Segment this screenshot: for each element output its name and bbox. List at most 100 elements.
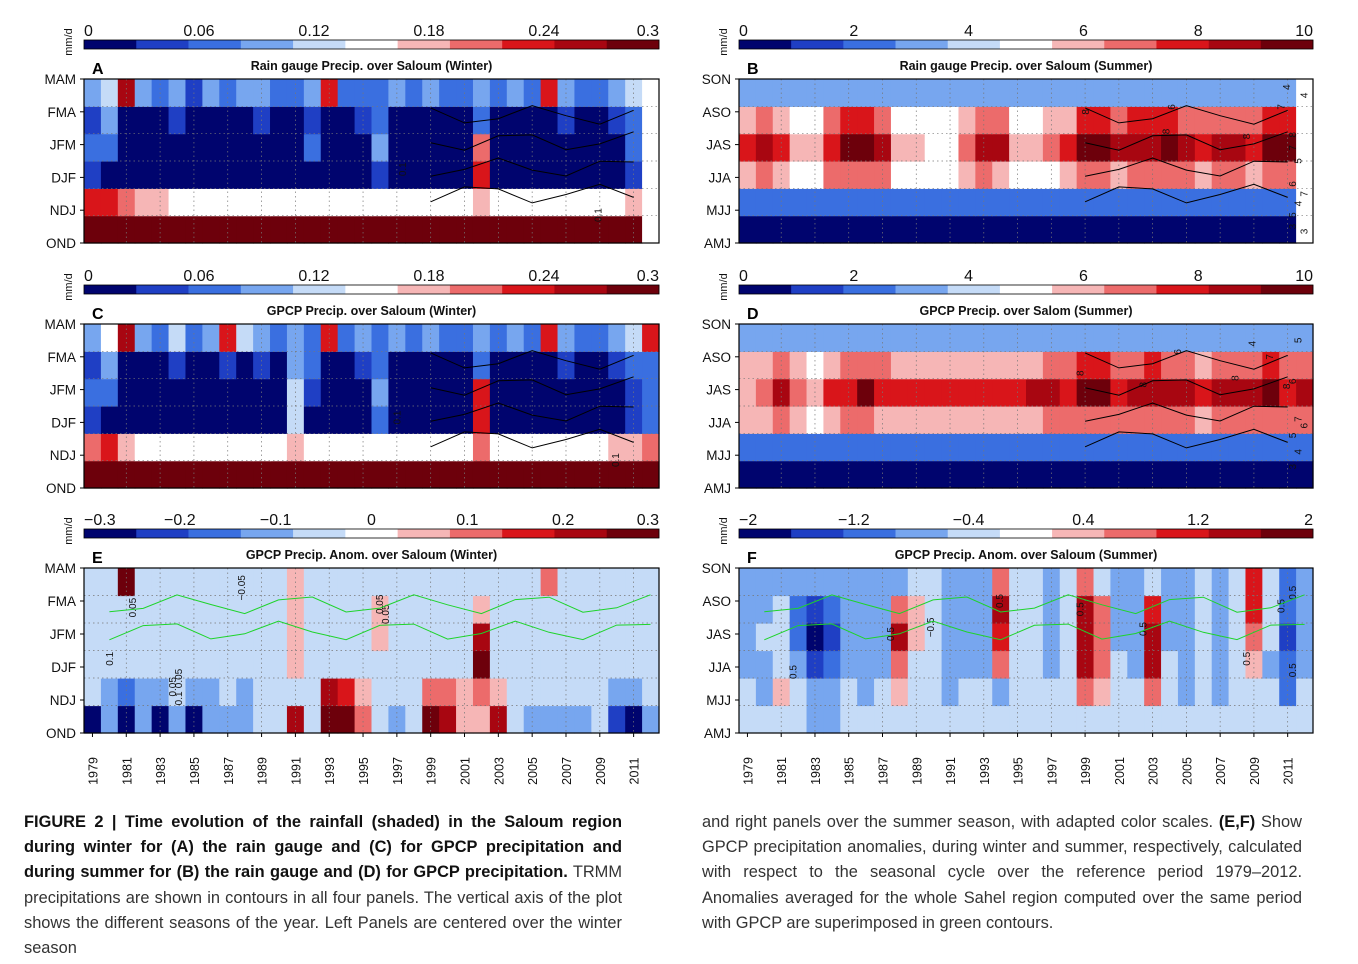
y-tick-label: MJJ: [706, 448, 731, 463]
heatmap-cell: [168, 433, 187, 462]
heatmap-cell: [506, 650, 525, 679]
x-tick-label: 1999: [1079, 757, 1093, 785]
heatmap-cell: [924, 595, 943, 624]
heatmap-cell: [84, 678, 102, 707]
colorbar-tick-label: 0: [84, 268, 93, 285]
heatmap-cell: [236, 406, 254, 434]
heatmap-cell: [1009, 433, 1027, 462]
heatmap-cell: [236, 623, 254, 652]
heatmap-cell: [1296, 161, 1314, 189]
heatmap-cell: [1059, 188, 1078, 217]
colorbar-tick-label: 0.4: [1072, 512, 1094, 529]
colorbar-tick-label: 0.18: [413, 268, 444, 285]
heatmap-cell: [100, 215, 119, 244]
heatmap-cell: [337, 133, 356, 162]
heatmap-cell: [523, 215, 542, 244]
heatmap-cell: [574, 595, 592, 624]
heatmap-cell: [286, 678, 305, 707]
heatmap-cell: [371, 705, 390, 734]
heatmap-cell: [100, 79, 119, 107]
colorbar-segment: [1104, 40, 1157, 49]
heatmap-cell: [1093, 215, 1112, 244]
heatmap-cell: [789, 188, 808, 217]
heatmap-cell: [890, 378, 909, 407]
heatmap-cell: [489, 215, 508, 244]
contour-label: 3: [1299, 228, 1310, 234]
heatmap-cell: [456, 433, 474, 462]
heatmap-cell: [1161, 215, 1179, 244]
heatmap-cell: [270, 623, 288, 652]
contour-label: 7: [1265, 354, 1276, 360]
heatmap-cell: [1026, 161, 1044, 189]
heatmap-cell: [907, 215, 926, 244]
y-tick-label: SON: [702, 317, 731, 332]
heatmap-cell: [1144, 623, 1162, 652]
colorbar-segment: [293, 40, 346, 49]
heatmap-cell: [642, 460, 660, 489]
heatmap-cell: [100, 568, 119, 597]
colorbar-segment: [136, 40, 189, 49]
heatmap-cell: [625, 460, 643, 489]
heatmap-cell: [100, 623, 119, 652]
heatmap-cell: [924, 678, 943, 707]
heatmap-cell: [857, 460, 875, 489]
heatmap-cell: [472, 650, 491, 679]
colorbar-segment: [188, 285, 242, 294]
heatmap-cell: [642, 623, 660, 652]
heatmap-cell: [975, 215, 993, 244]
heatmap-cell: [958, 595, 976, 624]
heatmap-cell: [303, 406, 322, 434]
heatmap-cell: [337, 623, 356, 652]
heatmap-cell: [202, 678, 220, 707]
heatmap-cell: [456, 678, 474, 707]
heatmap-cell: [739, 595, 757, 624]
heatmap-cell: [151, 188, 170, 217]
heatmap-cell: [823, 215, 841, 244]
heatmap-cell: [772, 460, 791, 489]
heatmap-cell: [472, 161, 491, 189]
heatmap-cell: [1093, 133, 1112, 162]
heatmap-cell: [924, 324, 943, 352]
heatmap-cell: [270, 188, 288, 217]
heatmap-cell: [320, 650, 339, 679]
heatmap-cell: [755, 324, 774, 352]
heatmap-cell: [303, 351, 322, 380]
heatmap-cell: [1144, 188, 1162, 217]
heatmap-cell: [168, 650, 187, 679]
heatmap-cell: [890, 595, 909, 624]
contour-label: 8: [1075, 370, 1086, 376]
contour-label: 5: [1294, 337, 1305, 343]
heatmap-cell: [806, 623, 825, 652]
heatmap-cell: [354, 650, 373, 679]
contour-label: 8: [1282, 383, 1293, 389]
heatmap-cell: [1228, 623, 1247, 652]
colorbar-segment: [739, 40, 792, 49]
contour-line: [1084, 428, 1288, 449]
heatmap-cell: [371, 650, 390, 679]
heatmap-cell: [574, 568, 592, 597]
heatmap-cell: [642, 406, 660, 434]
colorbar-tick-label: 2: [849, 268, 858, 285]
heatmap-cell: [823, 378, 841, 407]
contour-label: 4: [1299, 92, 1310, 98]
heatmap-cell: [540, 106, 559, 135]
heatmap-cell: [823, 79, 841, 107]
colorbar-segment: [554, 40, 608, 49]
heatmap-cell: [823, 460, 841, 489]
x-tick-label: 2003: [1147, 757, 1161, 785]
heatmap-cell: [941, 188, 960, 217]
x-tick-label: 2007: [1214, 757, 1228, 785]
heatmap-cell: [320, 460, 339, 489]
heatmap-cell: [857, 133, 875, 162]
heatmap-cell: [1194, 378, 1213, 407]
colorbar-unit: mm/d: [63, 273, 75, 301]
heatmap-cell: [100, 678, 119, 707]
colorbar-tick-label: 8: [1194, 268, 1203, 285]
heatmap-cell: [625, 705, 643, 734]
colorbar-segment: [554, 285, 608, 294]
heatmap-cell: [890, 678, 909, 707]
y-tick-label: AMJ: [704, 236, 731, 251]
heatmap-cell: [219, 188, 237, 217]
heatmap-cell: [1211, 460, 1230, 489]
heatmap-cell: [1228, 133, 1247, 162]
